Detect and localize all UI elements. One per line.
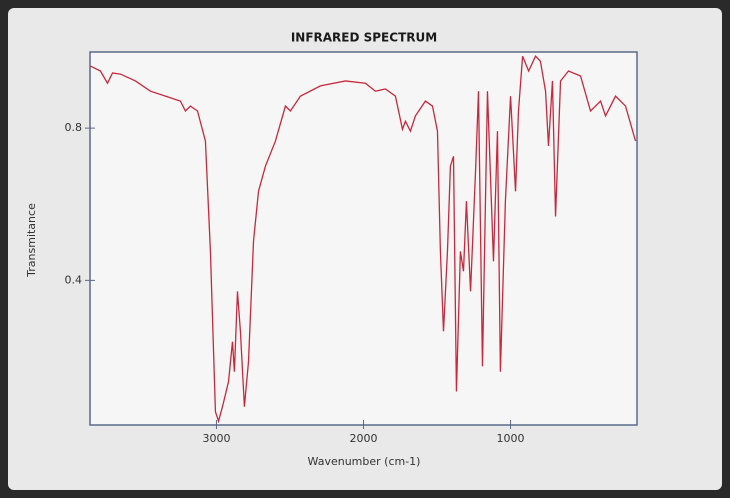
x-tick-label: 2000 xyxy=(350,432,378,445)
x-axis-label: Wavenumber (cm-1) xyxy=(308,455,421,468)
y-axis-label: Transmitance xyxy=(25,203,38,278)
spectrum-line xyxy=(90,55,637,424)
y-tick-label: 0.8 xyxy=(65,121,83,134)
chart-title: INFRARED SPECTRUM xyxy=(291,31,437,45)
x-tick-label: 1000 xyxy=(497,432,525,445)
x-tick-label: 3000 xyxy=(202,432,230,445)
y-tick-label: 0.4 xyxy=(65,273,83,286)
plot-area xyxy=(89,51,638,426)
